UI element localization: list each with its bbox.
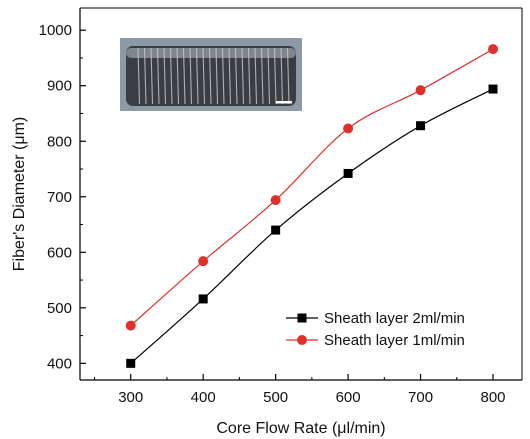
y-ticks: 400 500 600 700 800 900 1000 bbox=[39, 22, 86, 372]
scale-bar bbox=[276, 101, 292, 104]
legend: Sheath layer 2ml/min Sheath layer 1ml/min bbox=[286, 310, 465, 349]
legend-label: Sheath layer 2ml/min bbox=[324, 310, 465, 327]
legend-marker bbox=[297, 313, 307, 323]
x-axis-title: Core Flow Rate (μl/min) bbox=[216, 420, 385, 437]
y-tick-label: 800 bbox=[47, 133, 72, 150]
data-point bbox=[198, 294, 208, 304]
x-tick-label: 700 bbox=[408, 389, 433, 406]
data-point bbox=[488, 44, 499, 55]
data-markers bbox=[125, 44, 499, 368]
series-lines bbox=[130, 48, 494, 364]
y-tick-label: 600 bbox=[47, 244, 72, 261]
data-point bbox=[488, 84, 498, 94]
data-point bbox=[125, 320, 136, 331]
y-tick-label: 400 bbox=[47, 355, 72, 372]
x-tick-label: 300 bbox=[118, 389, 143, 406]
data-point bbox=[416, 121, 426, 131]
series-line-2 bbox=[130, 48, 494, 327]
legend-label: Sheath layer 1ml/min bbox=[324, 332, 465, 349]
inset-photo bbox=[120, 38, 302, 111]
series-line-1 bbox=[130, 88, 494, 364]
legend-marker bbox=[297, 335, 307, 345]
x-tick-label: 400 bbox=[191, 389, 216, 406]
data-point bbox=[271, 225, 281, 235]
y-tick-label: 700 bbox=[47, 189, 72, 206]
y-axis-title: Fiber's Diameter (μm) bbox=[11, 117, 28, 272]
data-point bbox=[343, 123, 354, 134]
y-tick-label: 1000 bbox=[39, 22, 72, 39]
x-ticks: 300 400 500 600 700 800 bbox=[93, 374, 506, 406]
data-point bbox=[270, 195, 281, 206]
y-tick-label: 500 bbox=[47, 300, 72, 317]
x-tick-label: 600 bbox=[336, 389, 361, 406]
data-point bbox=[415, 85, 426, 96]
data-point bbox=[126, 358, 136, 368]
data-point bbox=[343, 168, 353, 178]
data-point bbox=[198, 256, 209, 267]
y-tick-label: 900 bbox=[47, 78, 72, 95]
x-tick-label: 500 bbox=[263, 389, 288, 406]
x-tick-label: 800 bbox=[481, 389, 506, 406]
